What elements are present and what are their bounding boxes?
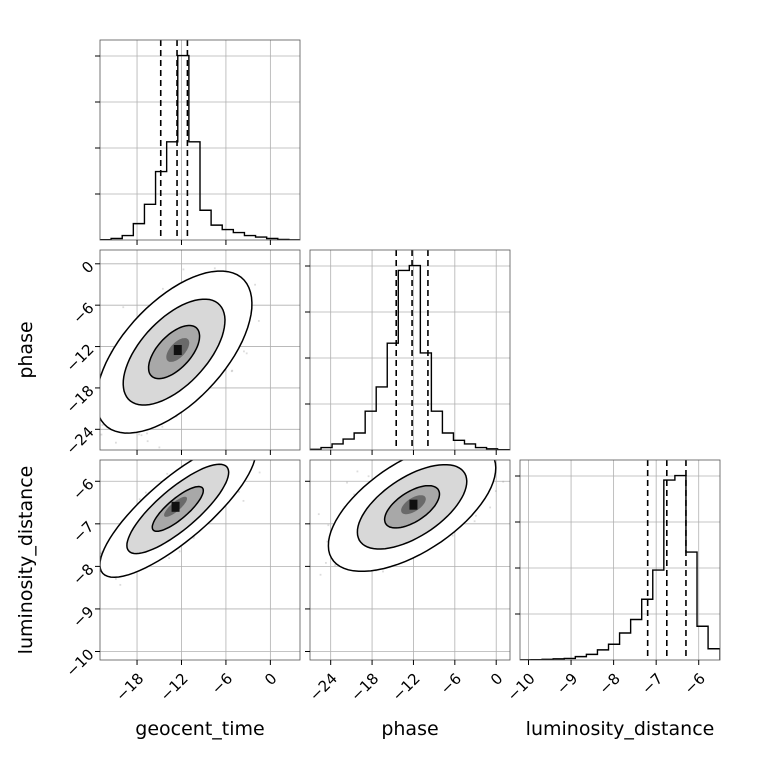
scatter-panel-geocent_time-phase: −24 −18 −12 −6 0 bbox=[62, 249, 301, 458]
scatter-point bbox=[192, 537, 195, 539]
scatter-point bbox=[208, 443, 210, 445]
x-tick-label: −6 bbox=[681, 670, 709, 698]
hist-body bbox=[100, 40, 300, 240]
scatter-point bbox=[182, 268, 185, 271]
y-tick-label: −24 bbox=[62, 423, 97, 458]
scatter-point bbox=[144, 491, 147, 494]
scatter-point bbox=[168, 557, 171, 559]
scatter-point bbox=[158, 446, 161, 449]
scatter-point bbox=[122, 306, 125, 309]
hist-body bbox=[310, 250, 510, 450]
density-peak bbox=[173, 345, 182, 355]
panel-border bbox=[99, 249, 301, 451]
contour-line bbox=[147, 324, 201, 380]
scatter-point bbox=[211, 457, 213, 459]
scatter-point bbox=[253, 445, 255, 447]
scatter-point bbox=[239, 446, 241, 448]
scatter-point bbox=[257, 320, 260, 322]
scatter-point bbox=[100, 433, 103, 436]
scatter-point bbox=[231, 458, 233, 460]
scatter-point bbox=[237, 447, 239, 449]
scatter-point bbox=[268, 438, 270, 440]
hist-panel-geocent_time bbox=[95, 39, 301, 245]
hist-body bbox=[520, 460, 720, 660]
scatter-point bbox=[240, 451, 242, 453]
y-tick-label: −12 bbox=[62, 340, 97, 375]
scatter-point bbox=[146, 440, 149, 443]
scatter-point bbox=[231, 369, 234, 372]
scatter-point bbox=[242, 499, 245, 502]
scatter-point bbox=[115, 441, 117, 444]
x-tick-label: −8 bbox=[595, 670, 623, 698]
scatter-point bbox=[218, 456, 220, 458]
density-body bbox=[100, 437, 289, 586]
scatter-point bbox=[213, 267, 216, 270]
histogram-step bbox=[520, 474, 720, 660]
scatter-point bbox=[230, 370, 233, 373]
hist-panel-luminosity_distance: −10 −9 −8 −7 −6 bbox=[504, 459, 721, 705]
scatter-point bbox=[258, 471, 261, 474]
scatter-point bbox=[198, 458, 200, 460]
y-tick-label: −18 bbox=[62, 382, 97, 417]
scatter-point bbox=[101, 424, 104, 426]
scatter-point bbox=[227, 447, 229, 449]
scatter-point bbox=[233, 452, 235, 454]
panel-border bbox=[519, 459, 721, 661]
scatter-point bbox=[229, 455, 231, 457]
y-tick-label: −6 bbox=[69, 299, 97, 327]
scatter-point bbox=[96, 372, 98, 374]
contour-line bbox=[122, 298, 226, 406]
scatter-point bbox=[161, 287, 164, 290]
scatter-point bbox=[219, 455, 221, 457]
contour-line bbox=[100, 270, 253, 434]
scatter-point bbox=[198, 457, 200, 459]
scatter-point bbox=[166, 472, 169, 475]
histogram-step bbox=[310, 264, 510, 450]
scatter-point bbox=[243, 350, 245, 353]
scatter-point bbox=[240, 444, 242, 446]
x-tick-label: −10 bbox=[504, 670, 539, 705]
scatter-point bbox=[178, 550, 181, 553]
density-body bbox=[96, 267, 260, 449]
scatter-point bbox=[241, 440, 243, 442]
panel-border bbox=[309, 249, 511, 451]
scatter-point bbox=[114, 578, 117, 580]
scatter-point bbox=[222, 457, 224, 459]
scatter-panel-geocent_time-luminosity_distance: −18 −12 −6 0−10−9−8−7−6 bbox=[62, 437, 301, 705]
scatter-point bbox=[100, 552, 102, 554]
scatter-point bbox=[161, 425, 164, 428]
scatter-point bbox=[119, 583, 122, 586]
scatter-point bbox=[254, 283, 256, 286]
panel-border bbox=[99, 39, 301, 241]
y-tick-label: 0 bbox=[78, 258, 97, 277]
x-tick-label: −9 bbox=[553, 670, 581, 698]
scatter-point bbox=[237, 437, 239, 439]
scatter-point bbox=[287, 441, 289, 443]
scatter-point bbox=[222, 451, 224, 453]
hist-panel-phase bbox=[305, 249, 511, 455]
scatter-point bbox=[140, 434, 143, 437]
scatter-point bbox=[243, 454, 245, 456]
scatter-point bbox=[245, 352, 248, 355]
scatter-point bbox=[96, 390, 98, 392]
x-tick-label: −7 bbox=[638, 670, 666, 698]
scatter-point bbox=[138, 498, 141, 501]
scatter-point bbox=[216, 455, 218, 457]
scatter-point bbox=[146, 432, 148, 435]
histogram-step bbox=[100, 54, 300, 240]
scatter-point bbox=[138, 433, 140, 436]
